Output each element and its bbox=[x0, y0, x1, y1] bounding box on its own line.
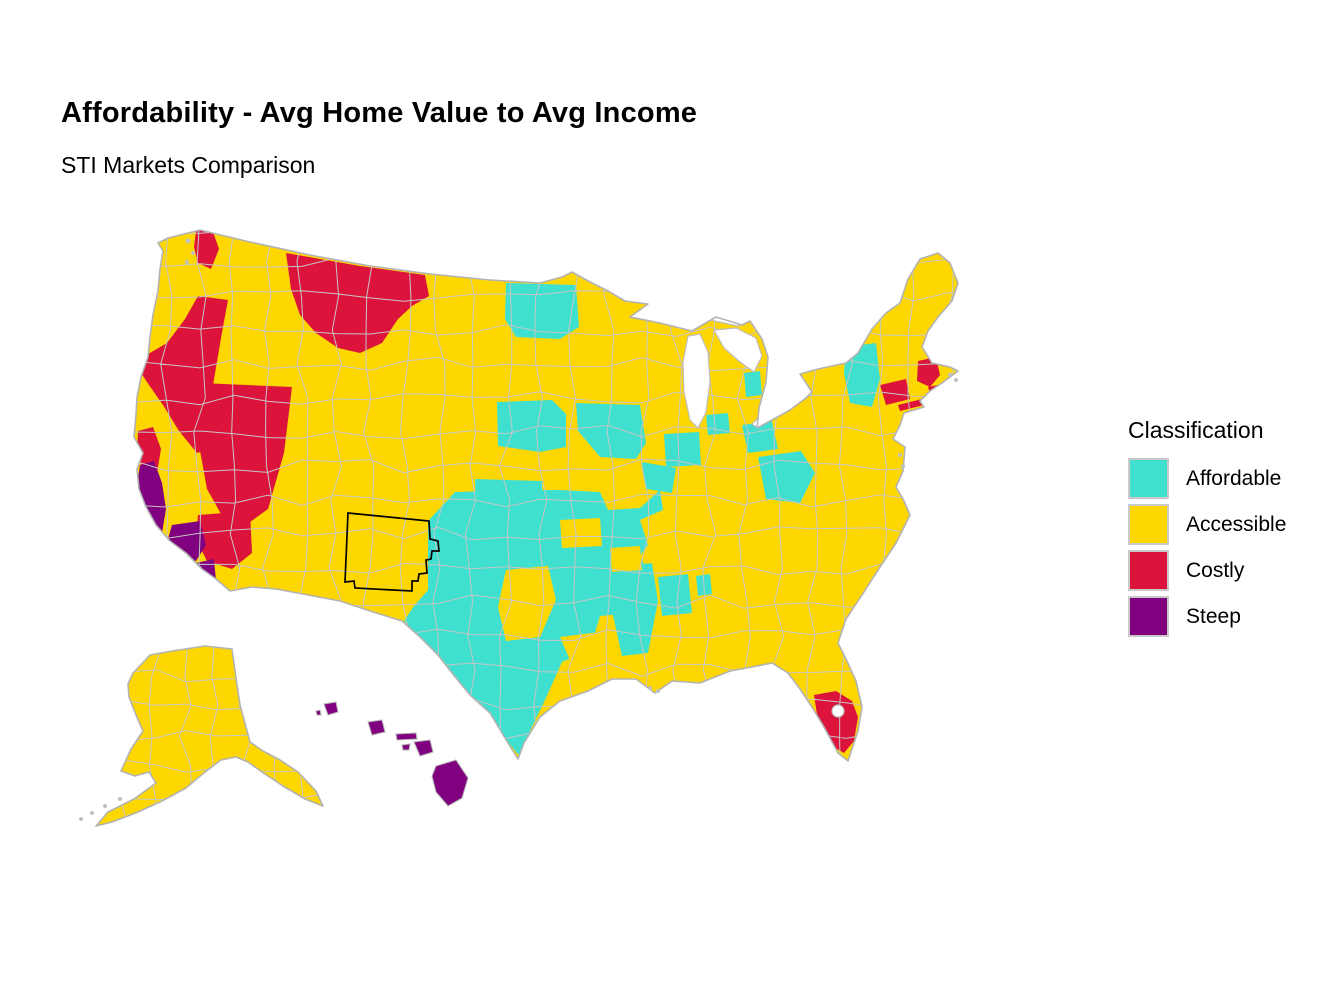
island-kauai bbox=[323, 701, 339, 716]
aleutian-speck bbox=[90, 811, 94, 815]
legend-label-costly: Costly bbox=[1186, 558, 1245, 582]
alaska-accessible-fill bbox=[96, 646, 323, 826]
lake-michigan bbox=[682, 333, 711, 430]
cape-cod-speck bbox=[954, 378, 958, 382]
region-accessible-houston bbox=[560, 631, 618, 665]
region-costly-connecticut bbox=[880, 379, 910, 405]
chesapeake-speck bbox=[901, 464, 905, 468]
puget-sound-speck bbox=[191, 251, 195, 255]
island-molokai bbox=[395, 732, 418, 741]
island-oahu bbox=[367, 719, 386, 736]
island-niihau bbox=[315, 709, 322, 716]
aleutian-speck bbox=[103, 804, 107, 808]
legend-swatch-costly bbox=[1128, 550, 1169, 591]
chart-subtitle: STI Markets Comparison bbox=[61, 152, 316, 178]
lake-okeechobee bbox=[831, 704, 845, 718]
legend-label-steep: Steep bbox=[1186, 604, 1241, 628]
region-affordable-upstate-ny bbox=[844, 343, 880, 407]
region-accessible-central-oklahoma bbox=[560, 518, 602, 548]
region-accessible-east-oklahoma bbox=[610, 546, 642, 572]
legend-item-affordable: Affordable bbox=[1128, 458, 1286, 499]
region-affordable-ohio bbox=[742, 421, 778, 453]
mississippi-delta-speck bbox=[656, 689, 660, 693]
legend-item-accessible: Accessible bbox=[1128, 504, 1286, 545]
legend-label-affordable: Affordable bbox=[1186, 466, 1282, 490]
region-affordable-mississippi-alabama bbox=[658, 574, 692, 616]
aleutian-speck bbox=[79, 817, 83, 821]
puget-sound-speck bbox=[185, 260, 189, 264]
region-affordable-louisiana-mississippi bbox=[612, 563, 658, 656]
region-costly-long-island bbox=[898, 399, 924, 411]
legend-item-steep: Steep bbox=[1128, 596, 1286, 637]
region-costly-montana bbox=[286, 253, 429, 353]
mississippi-delta-speck bbox=[648, 686, 652, 690]
legend-label-accessible: Accessible bbox=[1186, 512, 1287, 536]
region-affordable-arkansas bbox=[558, 546, 602, 586]
region-costly-seattle bbox=[194, 230, 219, 269]
region-affordable-west-virginia bbox=[758, 451, 815, 503]
region-affordable-kentucky bbox=[642, 462, 676, 493]
cape-cod-speck bbox=[948, 373, 952, 377]
legend-swatch-accessible bbox=[1128, 504, 1169, 545]
region-affordable-nebraska-iowa bbox=[497, 400, 566, 452]
legend: Classification Affordable Accessible Cos… bbox=[1128, 417, 1286, 642]
contiguous-us bbox=[134, 230, 958, 761]
region-affordable-michigan-sw bbox=[706, 413, 730, 435]
hawaii-steep-islands bbox=[315, 701, 469, 807]
costly-regions bbox=[137, 230, 950, 753]
region-costly-inland-socal bbox=[196, 511, 252, 569]
legend-swatch-affordable bbox=[1128, 458, 1169, 499]
aleutian-speck bbox=[118, 797, 122, 801]
chart-title: Affordability - Avg Home Value to Avg In… bbox=[61, 97, 698, 129]
region-steep-central-coast bbox=[137, 461, 166, 533]
aleutian-islands bbox=[79, 797, 122, 821]
island-hawaii-big bbox=[431, 759, 469, 807]
alaska bbox=[96, 646, 323, 826]
region-affordable-minnesota bbox=[505, 283, 579, 339]
region-affordable-missouri-illinois bbox=[576, 403, 646, 459]
legend-title: Classification bbox=[1128, 417, 1264, 443]
chesapeake-speck bbox=[898, 453, 902, 457]
highlight-outline-new-mexico bbox=[344, 512, 440, 592]
puget-sound-speck bbox=[185, 238, 191, 244]
region-affordable-michigan-thumb bbox=[744, 371, 762, 397]
region-costly-south-florida bbox=[814, 691, 858, 753]
legend-item-costly: Costly bbox=[1128, 550, 1286, 591]
lake-huron bbox=[713, 327, 763, 373]
region-costly-bay-area bbox=[137, 427, 161, 473]
region-affordable-indiana bbox=[664, 432, 701, 467]
island-maui bbox=[413, 739, 434, 757]
region-costly-nevada bbox=[199, 383, 292, 525]
island-lanai bbox=[401, 743, 411, 751]
legend-swatch-steep bbox=[1128, 596, 1169, 637]
coastal-specks bbox=[185, 238, 958, 693]
